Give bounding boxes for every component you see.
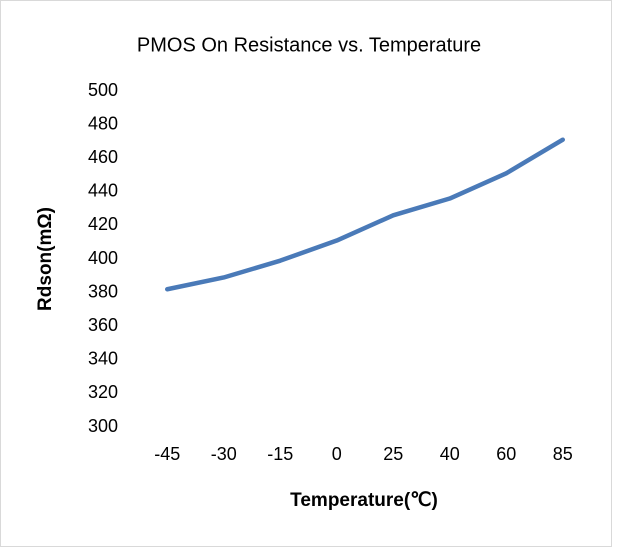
x-axis-title: Temperature(℃)	[290, 490, 438, 511]
chart-title: PMOS On Resistance vs. Temperature	[137, 34, 481, 56]
y-axis-title: Rdson(mΩ)	[35, 207, 56, 311]
x-tick-label: -45	[154, 444, 180, 464]
y-tick-label: 340	[88, 349, 118, 369]
x-tick-label: 0	[332, 444, 342, 464]
y-tick-label: 440	[88, 181, 118, 201]
x-tick-label: -15	[267, 444, 293, 464]
x-tick-label: 25	[383, 444, 403, 464]
y-tick-label: 360	[88, 315, 118, 335]
x-tick-label: -30	[211, 444, 237, 464]
y-tick-label: 380	[88, 281, 118, 301]
y-tick-label: 480	[88, 113, 118, 133]
y-tick-label: 420	[88, 214, 118, 234]
y-tick-label: 500	[88, 80, 118, 100]
y-tick-label: 460	[88, 147, 118, 167]
data-line	[165, 137, 565, 292]
x-tick-label: 60	[496, 444, 516, 464]
y-tick-label: 400	[88, 248, 118, 268]
y-tick-label: 320	[88, 382, 118, 402]
x-tick-label: 40	[440, 444, 460, 464]
x-tick-label: 85	[553, 444, 573, 464]
y-tick-label: 300	[88, 416, 118, 436]
